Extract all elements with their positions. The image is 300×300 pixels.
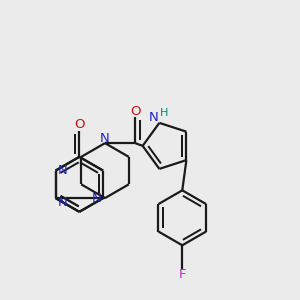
Text: F: F	[178, 268, 186, 281]
Text: N: N	[100, 132, 110, 145]
Text: O: O	[130, 105, 140, 118]
Text: H: H	[160, 108, 169, 118]
Text: N: N	[148, 112, 158, 124]
Text: N: N	[58, 164, 67, 177]
Text: O: O	[74, 118, 85, 131]
Text: N: N	[92, 192, 101, 205]
Text: N: N	[58, 196, 67, 208]
